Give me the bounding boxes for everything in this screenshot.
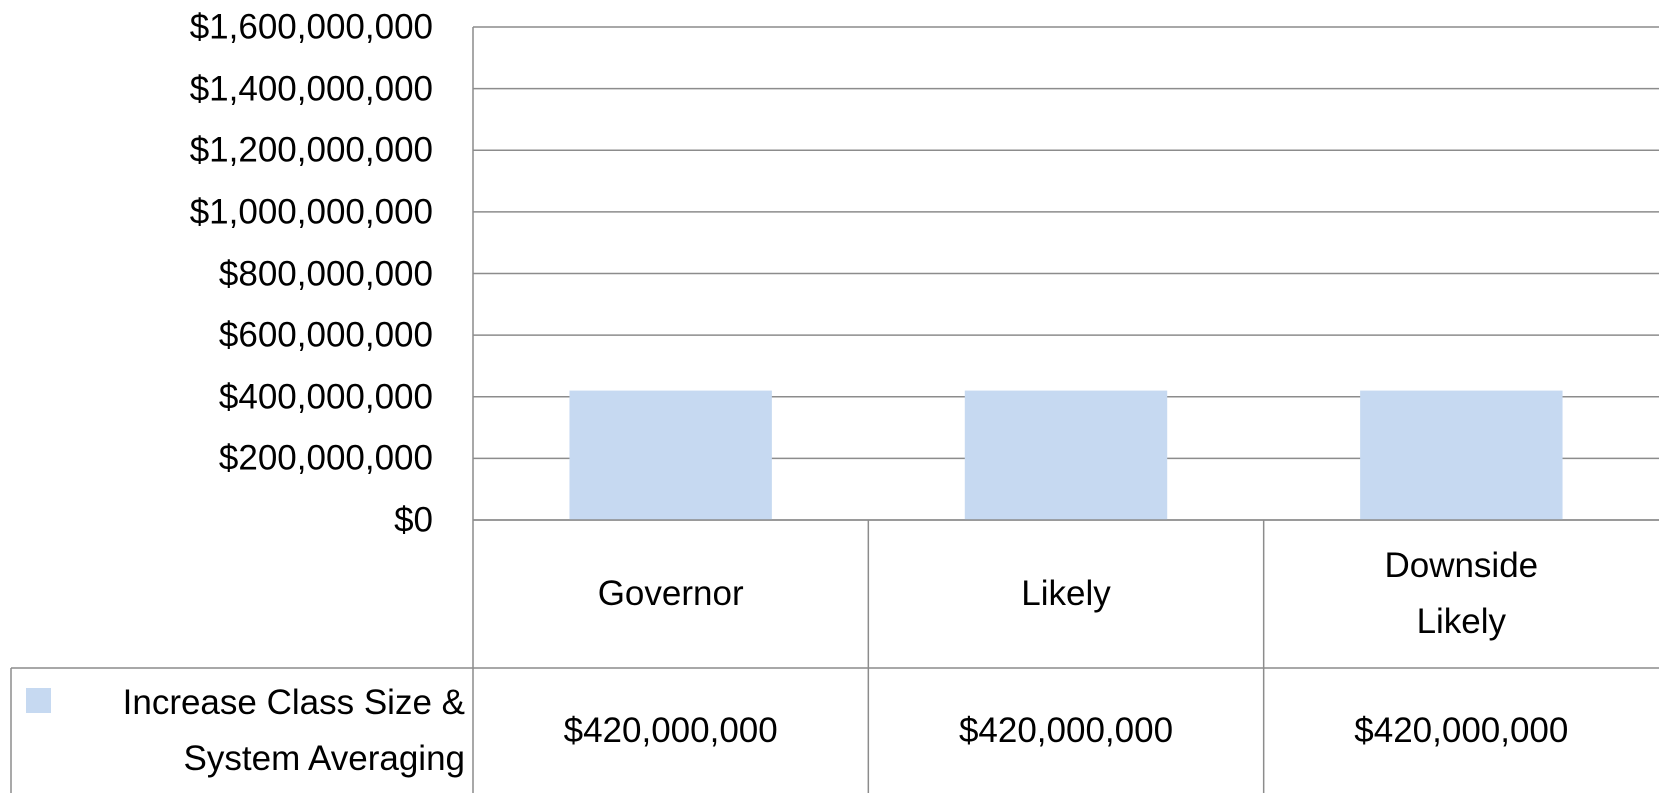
- legend-swatch: [26, 688, 51, 713]
- bar: [1360, 390, 1563, 520]
- table-value-text: $420,000,000: [958, 710, 1174, 750]
- table-value-text: $420,000,000: [563, 710, 778, 750]
- y-tick-label-text: $200,000,000: [218, 438, 433, 478]
- x-tick-label: Likely: [868, 520, 1263, 668]
- table-value: $420,000,000: [1264, 668, 1659, 793]
- y-tick-label: $400,000,000: [219, 374, 433, 420]
- y-tick-label-text: $0: [394, 500, 433, 540]
- y-tick-label-text: $1,400,000,000: [189, 68, 433, 108]
- y-tick-label: $0: [394, 497, 433, 543]
- table-value-text: $420,000,000: [1354, 710, 1569, 750]
- table-value: $420,000,000: [473, 668, 868, 793]
- y-tick-label: $1,600,000,000: [190, 4, 433, 50]
- x-tick-label-text: Likely: [1021, 574, 1111, 613]
- y-tick-label: $1,400,000,000: [190, 66, 433, 112]
- y-tick-label: $600,000,000: [219, 312, 433, 358]
- x-tick-label: Downside Likely: [1264, 520, 1659, 668]
- y-tick-label: $1,200,000,000: [190, 128, 433, 174]
- y-tick-label: $200,000,000: [219, 436, 433, 482]
- y-tick-label-text: $1,200,000,000: [189, 130, 433, 170]
- y-tick-label-text: $1,000,000,000: [189, 192, 433, 232]
- legend-label-text: Increase Class Size & System Averaging: [122, 682, 465, 778]
- y-tick-label-text: $400,000,000: [218, 377, 433, 416]
- legend-label: Increase Class Size & System Averaging: [58, 668, 465, 793]
- y-tick-label-text: $1,600,000,000: [189, 7, 433, 47]
- x-tick-label-text: Governor: [597, 574, 744, 613]
- x-tick-label: Governor: [473, 520, 868, 668]
- y-tick-label-text: $600,000,000: [218, 315, 433, 355]
- y-tick-label: $1,000,000,000: [190, 189, 433, 235]
- y-tick-label: $800,000,000: [219, 251, 433, 297]
- bar: [964, 390, 1168, 520]
- table-value: $420,000,000: [868, 668, 1263, 793]
- bar: [569, 390, 772, 520]
- x-tick-label-text: Downside Likely: [1384, 546, 1539, 641]
- y-tick-label-text: $800,000,000: [218, 253, 433, 293]
